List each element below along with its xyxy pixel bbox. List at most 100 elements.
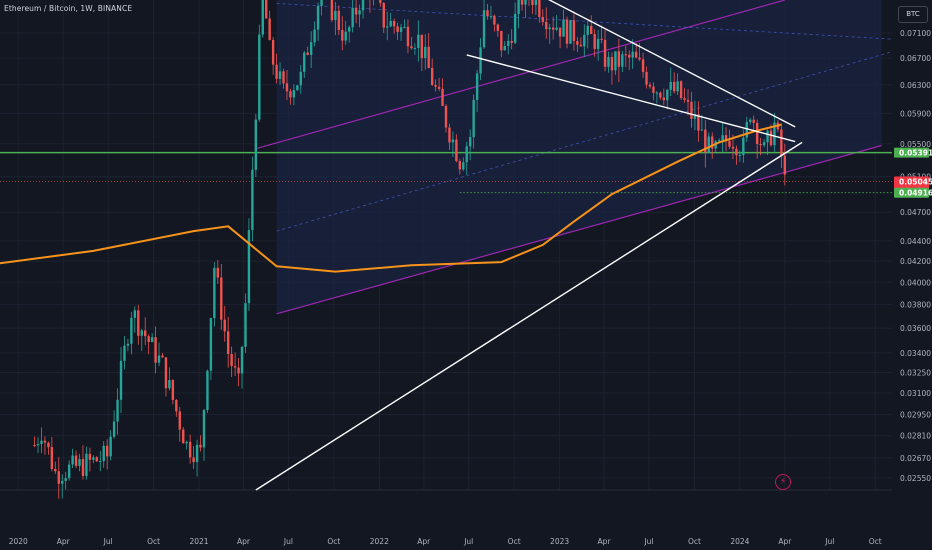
time-tick-label: 2021 (189, 537, 208, 546)
candle-body (150, 337, 154, 343)
candle-body (382, 2, 385, 28)
candle-body (192, 457, 195, 463)
candle-body (244, 303, 247, 347)
candle-body (444, 105, 448, 128)
candle-body (427, 46, 430, 68)
candle-body (520, 0, 524, 5)
candle-body (731, 146, 735, 149)
candle-body (482, 10, 486, 48)
channel-line[interactable] (276, 144, 882, 315)
trend-line[interactable] (255, 141, 803, 491)
candle-body (282, 71, 285, 84)
channel-line[interactable] (276, 3, 893, 40)
candle-body (441, 88, 444, 106)
candle-body (496, 24, 500, 31)
candle-body (230, 353, 233, 367)
candle-body (392, 20, 396, 27)
candle-body (558, 27, 562, 37)
price-tick-label: 0.03800 (900, 301, 931, 310)
candle-body (216, 267, 220, 278)
price-tick-label: 0.02550 (900, 474, 931, 483)
low-badge: 0.04916 (894, 187, 932, 198)
candle-body (735, 148, 738, 156)
candle-body (306, 52, 309, 55)
candle-body (679, 81, 683, 99)
candle-body (119, 360, 123, 400)
time-tick-label: 2022 (370, 537, 389, 546)
candle-body (47, 442, 50, 448)
candle-body (555, 27, 558, 30)
candle-body (721, 135, 724, 141)
candle-body (57, 471, 60, 484)
candle-body (92, 457, 95, 460)
candle-body (579, 44, 583, 47)
candle-body (61, 480, 64, 484)
candle-body (569, 20, 572, 44)
candle-body (202, 410, 206, 448)
candle-body (99, 461, 102, 463)
candle-body (320, 0, 323, 6)
candle-body (603, 39, 607, 67)
candle-body (64, 478, 67, 481)
channel-line[interactable] (255, 0, 785, 150)
time-tick-label: Apr (778, 537, 792, 546)
candle-body (188, 441, 192, 458)
trend-line[interactable] (529, 0, 796, 128)
candle-body (672, 81, 676, 92)
channel-fill (276, 0, 882, 314)
candle-body (209, 318, 213, 371)
candle-body (728, 140, 731, 147)
candle-body (773, 122, 776, 146)
candle-body (666, 89, 669, 101)
candle-body (413, 47, 417, 49)
candle-body (213, 267, 216, 319)
candle-body (261, 0, 264, 35)
candle-body (105, 445, 109, 457)
candle-body (358, 10, 361, 15)
time-tick-label: Jul (283, 537, 293, 546)
price-tick-label: 0.05500 (900, 140, 931, 149)
candle-body (251, 169, 254, 230)
candle-body (704, 129, 707, 153)
candle-body (168, 379, 171, 389)
candle-body (399, 27, 403, 32)
candle-body (226, 331, 230, 354)
candle-body (171, 379, 175, 400)
candle-body (334, 10, 337, 21)
candle-body (662, 97, 666, 101)
candle-body (742, 137, 745, 155)
support-badge-label: 0.05391 (899, 149, 932, 158)
time-axis[interactable]: 2020 Apr Jul Oct 2021 Apr Jul Oct 2022 Apr Jul Oct 2… (9, 537, 882, 546)
candle-body (303, 52, 306, 72)
candle-body (116, 399, 119, 422)
candle-body (455, 139, 458, 162)
candle-body (724, 135, 728, 141)
currency-button[interactable]: BTC (898, 6, 928, 23)
candle-body (759, 143, 762, 146)
candle-body (690, 101, 693, 119)
candle-body (531, 0, 534, 6)
candle-body (71, 455, 74, 465)
candle-body (766, 130, 769, 143)
flash-icon[interactable]: ⚡ (775, 474, 791, 490)
candle-body (430, 67, 434, 85)
candle-body (40, 440, 43, 445)
moving-average-line[interactable] (0, 123, 782, 273)
channel-line[interactable] (276, 51, 893, 232)
time-tick-label: 2020 (9, 537, 28, 546)
candle-body (755, 122, 759, 144)
trend-line[interactable] (466, 54, 796, 143)
candle-body (144, 330, 147, 337)
candle-body (434, 84, 437, 87)
price-tick-label: 0.02810 (900, 432, 931, 441)
price-tick-label: 0.04400 (900, 237, 931, 246)
time-tick-label: Apr (57, 537, 71, 546)
candle-body (275, 64, 278, 79)
price-tick-label: 0.03600 (900, 324, 931, 333)
candle-body (206, 370, 209, 411)
price-axis[interactable]: 0.071000.067000.063000.059000.055000.051… (900, 29, 931, 483)
candle-body (309, 42, 313, 55)
candle-body (617, 51, 621, 67)
